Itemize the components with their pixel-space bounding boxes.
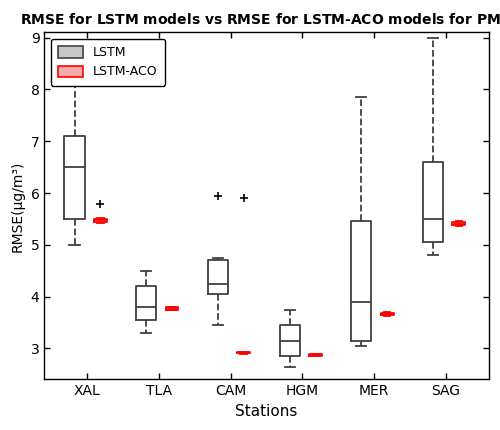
Legend: LSTM, LSTM-ACO: LSTM, LSTM-ACO	[50, 39, 166, 86]
Title: RMSE for LSTM models vs RMSE for LSTM-ACO models for PM$_{10}$: RMSE for LSTM models vs RMSE for LSTM-AC…	[20, 11, 500, 28]
X-axis label: Stations: Stations	[236, 404, 298, 419]
Y-axis label: RMSE(μg/m³): RMSE(μg/m³)	[11, 160, 25, 252]
